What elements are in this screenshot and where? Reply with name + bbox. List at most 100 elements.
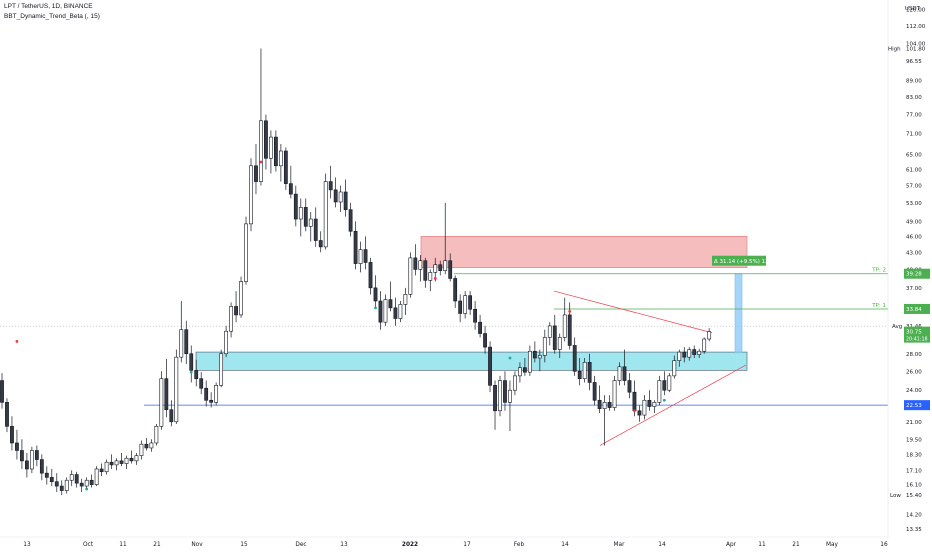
candle[interactable] bbox=[323, 173, 328, 250]
candle[interactable] bbox=[478, 314, 482, 338]
tp2-badge[interactable] bbox=[904, 268, 930, 279]
candle[interactable] bbox=[423, 257, 428, 288]
candle[interactable] bbox=[687, 347, 692, 361]
candle[interactable] bbox=[672, 355, 677, 379]
symbol-legend[interactable]: LPT / TetherUS, 1D, BINANCE bbox=[4, 3, 93, 10]
candle[interactable] bbox=[403, 287, 408, 315]
candle[interactable] bbox=[612, 375, 617, 411]
candle[interactable] bbox=[582, 358, 587, 383]
candle[interactable] bbox=[622, 349, 627, 386]
candle[interactable] bbox=[15, 429, 19, 460]
candle[interactable] bbox=[597, 385, 602, 413]
candle[interactable] bbox=[199, 372, 204, 395]
candle[interactable] bbox=[587, 353, 592, 391]
candle[interactable] bbox=[189, 345, 194, 383]
candle[interactable] bbox=[149, 439, 154, 452]
supply-zone[interactable] bbox=[420, 236, 748, 268]
candle[interactable] bbox=[34, 445, 39, 467]
candle[interactable] bbox=[378, 291, 383, 330]
candle[interactable] bbox=[552, 314, 557, 354]
candle[interactable] bbox=[224, 325, 229, 358]
candle[interactable] bbox=[438, 260, 443, 276]
candle[interactable] bbox=[353, 221, 358, 270]
candle[interactable] bbox=[503, 371, 507, 411]
candle[interactable] bbox=[348, 202, 353, 237]
candle[interactable] bbox=[234, 291, 238, 323]
candle[interactable] bbox=[209, 392, 214, 408]
candle[interactable] bbox=[293, 185, 298, 227]
candle[interactable] bbox=[214, 382, 219, 406]
candle[interactable] bbox=[288, 165, 293, 199]
candle[interactable] bbox=[373, 275, 378, 308]
candle[interactable] bbox=[109, 454, 114, 469]
candle[interactable] bbox=[368, 257, 373, 295]
candle[interactable] bbox=[637, 405, 642, 422]
candle[interactable] bbox=[343, 179, 348, 217]
candle[interactable] bbox=[607, 395, 612, 411]
candle[interactable] bbox=[134, 453, 139, 465]
indicator-legend[interactable]: BBT_Dynamic_Trend_Beta (, 15) bbox=[4, 13, 100, 20]
candle[interactable] bbox=[537, 349, 542, 372]
candle[interactable] bbox=[577, 358, 582, 386]
candle[interactable] bbox=[358, 241, 363, 273]
candle[interactable] bbox=[328, 165, 333, 199]
candle[interactable] bbox=[129, 450, 134, 464]
candle[interactable] bbox=[94, 466, 99, 487]
candle[interactable] bbox=[204, 380, 209, 407]
candle[interactable] bbox=[283, 147, 288, 190]
candle[interactable] bbox=[488, 341, 492, 393]
candle[interactable] bbox=[443, 202, 448, 275]
candle[interactable] bbox=[562, 297, 567, 342]
candle[interactable] bbox=[483, 325, 487, 354]
candle[interactable] bbox=[179, 300, 184, 363]
candle[interactable] bbox=[64, 477, 69, 494]
candle[interactable] bbox=[338, 185, 343, 212]
candle[interactable] bbox=[522, 358, 527, 376]
candle[interactable] bbox=[707, 328, 712, 342]
candle[interactable] bbox=[647, 390, 652, 411]
tp1-badge[interactable] bbox=[904, 303, 930, 314]
candle[interactable] bbox=[518, 362, 522, 383]
candle[interactable] bbox=[119, 453, 124, 467]
candle[interactable] bbox=[219, 349, 224, 388]
candle[interactable] bbox=[493, 380, 497, 430]
candle[interactable] bbox=[74, 471, 79, 488]
candle[interactable] bbox=[269, 130, 273, 174]
triangle-lower-line[interactable] bbox=[599, 364, 747, 446]
candle[interactable] bbox=[273, 130, 278, 172]
candle[interactable] bbox=[254, 143, 258, 195]
candle[interactable] bbox=[99, 463, 104, 476]
candle[interactable] bbox=[662, 371, 667, 396]
candle[interactable] bbox=[592, 375, 597, 406]
candle[interactable] bbox=[513, 371, 517, 396]
candle[interactable] bbox=[333, 177, 338, 208]
candle[interactable] bbox=[239, 276, 243, 318]
candle[interactable] bbox=[194, 359, 199, 387]
candle[interactable] bbox=[24, 453, 29, 478]
candle[interactable] bbox=[54, 473, 59, 493]
triangle-upper-line[interactable] bbox=[553, 290, 713, 334]
candle[interactable] bbox=[458, 294, 463, 323]
demand-zone[interactable] bbox=[195, 351, 748, 371]
candle[interactable] bbox=[59, 480, 64, 496]
candle[interactable] bbox=[44, 466, 49, 485]
candle[interactable] bbox=[667, 373, 672, 393]
candle[interactable] bbox=[164, 358, 169, 418]
candle[interactable] bbox=[169, 400, 174, 427]
candle[interactable] bbox=[0, 373, 4, 409]
candle[interactable] bbox=[413, 244, 418, 276]
candle[interactable] bbox=[617, 362, 622, 386]
candle[interactable] bbox=[159, 371, 164, 430]
candle[interactable] bbox=[463, 291, 468, 319]
candle[interactable] bbox=[278, 143, 283, 182]
candle[interactable] bbox=[308, 211, 313, 242]
candle[interactable] bbox=[104, 459, 109, 475]
candle[interactable] bbox=[557, 333, 562, 359]
candle[interactable] bbox=[527, 345, 532, 376]
candle[interactable] bbox=[532, 341, 537, 363]
candle[interactable] bbox=[692, 345, 697, 359]
candle[interactable] bbox=[39, 454, 44, 481]
candle[interactable] bbox=[49, 468, 54, 487]
candle[interactable] bbox=[264, 114, 268, 170]
